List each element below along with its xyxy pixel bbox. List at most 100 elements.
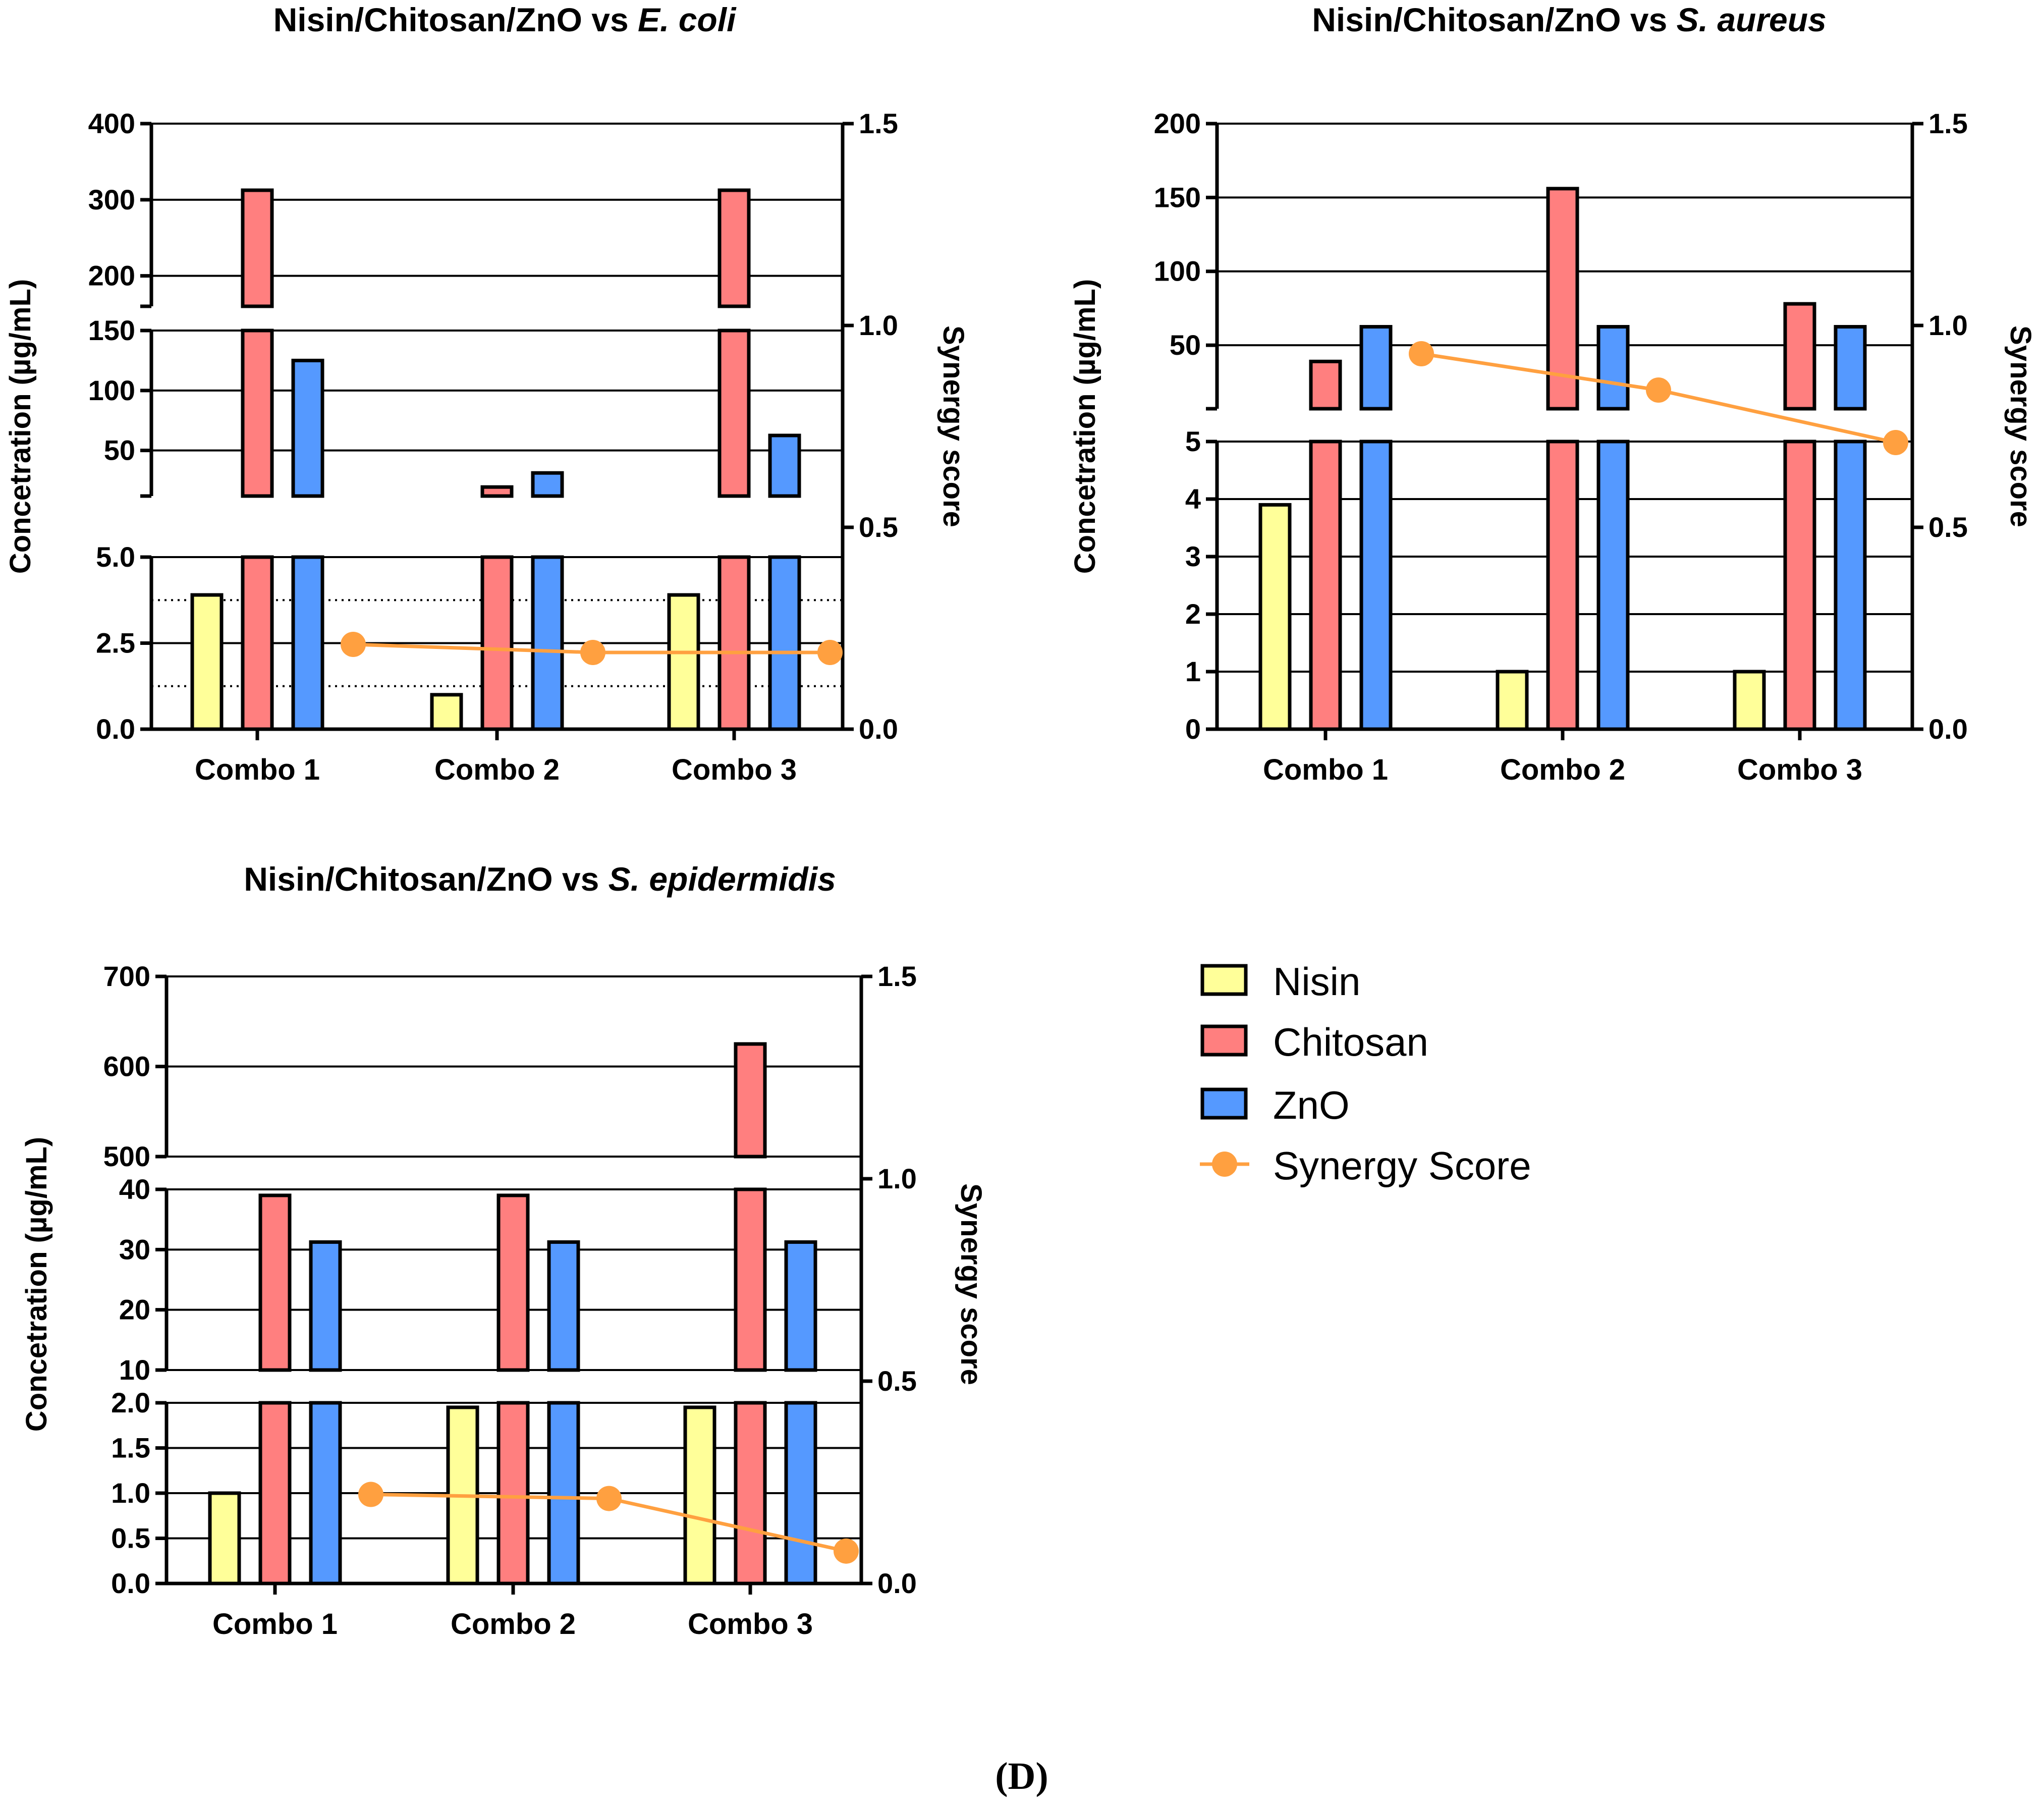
bar-chitosan-segment — [717, 555, 751, 731]
chart-title-organism: S. epidermidis — [609, 860, 836, 898]
y-tick-label: 700 — [103, 960, 150, 992]
chart-panel-1: Nisin/Chitosan/ZnO vs E. coli 0.0 2.5 5.0 50… — [4, 1, 970, 786]
axis-break-gap — [1595, 411, 1631, 440]
bar-chitosan — [240, 188, 275, 731]
bar-zno-segment — [1834, 325, 1867, 411]
synergy-point — [1883, 430, 1908, 455]
figure-label: (D) — [995, 1755, 1048, 1797]
y-tick-label: 500 — [103, 1140, 150, 1172]
bar-zno-segment — [784, 1240, 817, 1372]
bar-chitosan-segment — [241, 188, 274, 308]
bar-zno-segment — [1359, 325, 1393, 411]
y-tick-label: 1.0 — [111, 1477, 150, 1509]
bar-chitosan-segment — [241, 555, 274, 731]
legend-label: Nisin — [1273, 959, 1360, 1004]
y-tick-label: 2 — [1185, 598, 1201, 630]
bar-zno — [530, 471, 565, 731]
y-tick-label: 10 — [119, 1354, 150, 1386]
bar-zno-segment — [768, 433, 801, 498]
synergy-point — [341, 632, 366, 657]
y2-axis-title: Synergy score — [955, 1183, 987, 1385]
bar-chitosan-segment — [734, 1042, 767, 1159]
x-tick-label: Combo 1 — [1263, 753, 1388, 786]
axis-break-gap — [290, 498, 325, 555]
bar-nisin — [1733, 670, 1766, 731]
synergy-point — [834, 1538, 859, 1564]
y2-axis-title: Synergy score — [937, 325, 970, 527]
y-tick-label: 300 — [88, 184, 135, 215]
bar-chitosan-segment — [717, 329, 751, 498]
y-tick-label: 5 — [1185, 425, 1201, 457]
bar-chitosan-segment — [1546, 187, 1579, 411]
bar-zno-segment — [547, 1240, 580, 1372]
bar-chitosan — [716, 188, 752, 731]
axis-break-gap — [767, 498, 802, 555]
y-tick-label: 50 — [1170, 329, 1201, 361]
chart-title: Nisin/Chitosan/ZnO vs S. aureus — [1312, 1, 1827, 38]
bar-chitosan-segment — [480, 485, 514, 498]
x-tick-label: Combo 3 — [1737, 753, 1862, 786]
chart-title-main: Nisin/Chitosan/ZnO vs — [1312, 1, 1676, 38]
legend-item-synergy: Synergy Score — [1200, 1143, 1531, 1188]
legend-item-zno: ZnO — [1200, 1083, 1350, 1127]
y2-tick-label: 1.0 — [1928, 309, 1968, 341]
axis-break-gap — [716, 308, 752, 329]
legend-label: Synergy Score — [1273, 1143, 1531, 1188]
y2-tick-label: 0.5 — [877, 1365, 917, 1397]
y-tick-label: 200 — [1154, 107, 1201, 139]
bar-chitosan-segment — [258, 1401, 292, 1585]
bar-chitosan-segment — [241, 329, 274, 498]
x-tick-label: Combo 2 — [1500, 753, 1625, 786]
chart-title-organism: E. coli — [638, 1, 737, 38]
axis-break-gap — [308, 1372, 343, 1401]
y-tick-label: 4 — [1185, 483, 1201, 515]
y-axis-title: Concetration (µg/mL) — [4, 279, 37, 574]
bar-chitosan-segment — [1783, 302, 1816, 411]
x-tick-label: Combo 3 — [672, 753, 797, 786]
bar-nisin — [208, 1491, 241, 1585]
axis-break-gap — [240, 498, 275, 555]
bar-nisin — [1496, 670, 1529, 731]
bar-chitosan-segment — [1309, 440, 1342, 731]
bar-zno-segment — [1596, 325, 1630, 411]
synergy-point — [580, 640, 605, 665]
synergy-point — [817, 640, 843, 665]
bar-zno-segment — [768, 555, 801, 731]
axis-break-gap — [546, 1372, 581, 1401]
bar-nisin — [683, 1405, 716, 1585]
axis-break-gap — [1358, 411, 1394, 440]
bar-chitosan-segment — [496, 1401, 530, 1585]
synergy-point — [1646, 377, 1671, 403]
bar-zno — [767, 433, 802, 731]
bar-nisin — [667, 593, 700, 731]
bar-zno-segment — [1834, 440, 1867, 731]
y2-tick-label: 1.5 — [1928, 107, 1968, 139]
legend-swatch — [1200, 1024, 1248, 1057]
y-tick-label: 0.0 — [96, 713, 135, 745]
axis-break-gap — [240, 308, 275, 329]
x-tick-label: Combo 2 — [451, 1608, 576, 1640]
y-tick-label: 0.0 — [111, 1567, 150, 1599]
bar-chitosan — [733, 1042, 768, 1585]
axis-break-gap — [479, 498, 515, 555]
bar-zno-segment — [1596, 440, 1630, 731]
bar-zno — [1833, 325, 1868, 731]
y2-tick-label: 1.5 — [877, 960, 917, 992]
y2-tick-label: 0.5 — [859, 511, 898, 543]
bar-zno-segment — [1359, 440, 1393, 731]
y-tick-label: 20 — [119, 1294, 150, 1326]
y2-tick-label: 0.0 — [859, 713, 898, 745]
axis-break-gap — [495, 1372, 531, 1401]
legend-item-nisin: Nisin — [1200, 959, 1360, 1004]
chart-title: Nisin/Chitosan/ZnO vs S. epidermidis — [244, 860, 836, 898]
x-tick-label: Combo 2 — [434, 753, 560, 786]
y-tick-label: 200 — [88, 260, 135, 292]
y-tick-label: 1 — [1185, 655, 1201, 687]
y-tick-label: 3 — [1185, 540, 1201, 572]
y-tick-label: 100 — [88, 374, 135, 406]
y2-axis-title: Synergy score — [2004, 325, 2037, 527]
bar-zno — [783, 1240, 818, 1585]
bar-chitosan-segment — [1309, 359, 1342, 411]
bar-nisin — [430, 693, 463, 731]
